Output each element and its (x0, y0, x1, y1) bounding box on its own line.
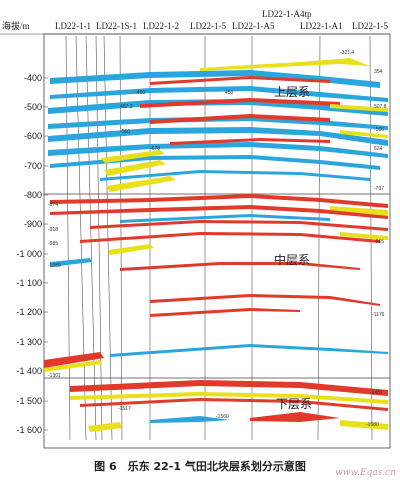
depth-tick: -500 (24, 102, 42, 112)
lower-zone-beds (70, 380, 388, 432)
well-label: LD22-1-1 (55, 21, 91, 31)
depth-tick: -900 (24, 219, 42, 229)
axis-label: 海拔/m (2, 20, 30, 31)
depth-annotation: -1301 (48, 373, 61, 379)
water-sand-bed (50, 258, 92, 267)
depth-annotation: -985 (48, 241, 58, 247)
upper-zone-hydrocarbons (100, 58, 388, 192)
depth-annotation: 467.3 (120, 104, 133, 110)
depth-annotation: -566 (374, 127, 384, 133)
depth-tick: -400 (24, 73, 42, 83)
oil-bed (50, 205, 388, 219)
well-label: LD22-1-5 (190, 21, 226, 31)
well-label: LD22-1-5 (352, 21, 388, 31)
oil-bed (140, 98, 340, 108)
zone-label-middle: 中层系 (274, 252, 310, 267)
depth-annotation: -1517 (118, 406, 131, 412)
well-label: LD22-1-A5 (232, 21, 275, 31)
oil-bed (150, 308, 300, 317)
water-sand-bed (120, 214, 330, 223)
depth-tick: -700 (24, 161, 42, 171)
depth-annotation: -797 (374, 186, 384, 192)
well-label: LD22-1-2 (143, 21, 179, 31)
depth-annotation: -678 (150, 146, 160, 152)
gas-bed (200, 58, 370, 71)
depth-tick: -1 500 (16, 396, 42, 406)
gas-bed (70, 392, 388, 404)
well-bore (103, 35, 113, 441)
depth-annotation: -918 (48, 227, 58, 233)
depth-annotation: -1176 (372, 312, 385, 318)
depth-annotation: -874 (48, 202, 58, 208)
gas-bed (340, 130, 388, 138)
oil-bed (80, 398, 388, 411)
depth-annotation: -965 (374, 239, 384, 245)
oil-bed (150, 76, 330, 85)
water-sand-bed (50, 155, 380, 170)
zone-label-lower: 下层系 (276, 397, 312, 411)
well-bore (75, 35, 87, 441)
oil-bed (90, 220, 388, 231)
figure-caption: 图 6 乐东 22-1 气田北块层系划分示意图 (94, 460, 306, 473)
water-sand-bed (150, 416, 230, 423)
depth-tick: -600 (24, 131, 42, 141)
well-bore (65, 35, 71, 441)
depth-annotation: 507.8 (374, 104, 387, 110)
well-bore (85, 35, 97, 441)
oil-bed (44, 352, 104, 368)
depth-annotation: -321.4 (340, 50, 354, 56)
zone-label-upper: 上层系 (274, 85, 310, 99)
water-sand-bed (50, 86, 388, 102)
depth-annotation: 450 (225, 90, 234, 96)
water-sand-bed (48, 142, 388, 158)
gas-bed (104, 160, 166, 176)
gas-bed (88, 422, 122, 432)
oil-bed (80, 232, 380, 243)
depth-annotation: -1560 (216, 414, 229, 420)
gas-bed (106, 176, 176, 192)
depth-annotation: -1089 (48, 263, 61, 269)
middle-zone-beds (44, 194, 388, 372)
oil-bed (250, 412, 340, 422)
oil-bed (150, 294, 380, 306)
depth-tick: -1 100 (16, 278, 42, 288)
depth-annotation: -450 (135, 90, 145, 96)
upper-zone-beds (48, 70, 388, 181)
depth-tick: -1 200 (16, 307, 42, 317)
gas-bed (100, 150, 165, 163)
depth-annotation: -1580 (366, 422, 379, 428)
water-sand-bed (110, 344, 388, 357)
depth-tick: -1 000 (16, 249, 42, 259)
water-sand-bed (100, 170, 370, 181)
water-sand-bed (48, 127, 388, 146)
well-label: LD22-1S-1 (96, 21, 137, 31)
depth-tick: -1 600 (16, 425, 42, 435)
depth-annotations: -321.4 354 -450 450 467.3 507.8 -560 -56… (48, 50, 387, 428)
water-sand-bed (50, 70, 380, 88)
gas-bed (44, 360, 102, 372)
well-label: LD22-1-A4tp (262, 9, 312, 19)
depth-annotation: -1481 (370, 390, 383, 396)
depth-annotation: 354 (374, 69, 383, 75)
gas-bed (108, 244, 154, 255)
oil-bed (150, 114, 330, 124)
gas-bed (330, 206, 388, 216)
oil-bed (120, 262, 360, 271)
depth-annotation: 624 (374, 146, 383, 152)
well-label: LD22-1-A1 (300, 21, 343, 31)
depth-tick: -1 400 (16, 366, 42, 376)
gas-bed (340, 420, 388, 430)
watermark: www.Eqas.cn (335, 468, 396, 478)
depth-axis: -400 -500 -600 -700 -800 -900 -1 000 -1 … (16, 73, 48, 435)
depth-tick: -1 300 (16, 337, 42, 347)
depth-annotation: -560 (120, 129, 130, 135)
well-bore (95, 35, 103, 441)
depth-tick: -800 (24, 190, 42, 200)
oil-bed (50, 194, 388, 208)
oil-bed (170, 138, 330, 145)
oil-bed (70, 380, 388, 396)
gas-bed (330, 104, 388, 112)
gas-bed (340, 232, 388, 240)
